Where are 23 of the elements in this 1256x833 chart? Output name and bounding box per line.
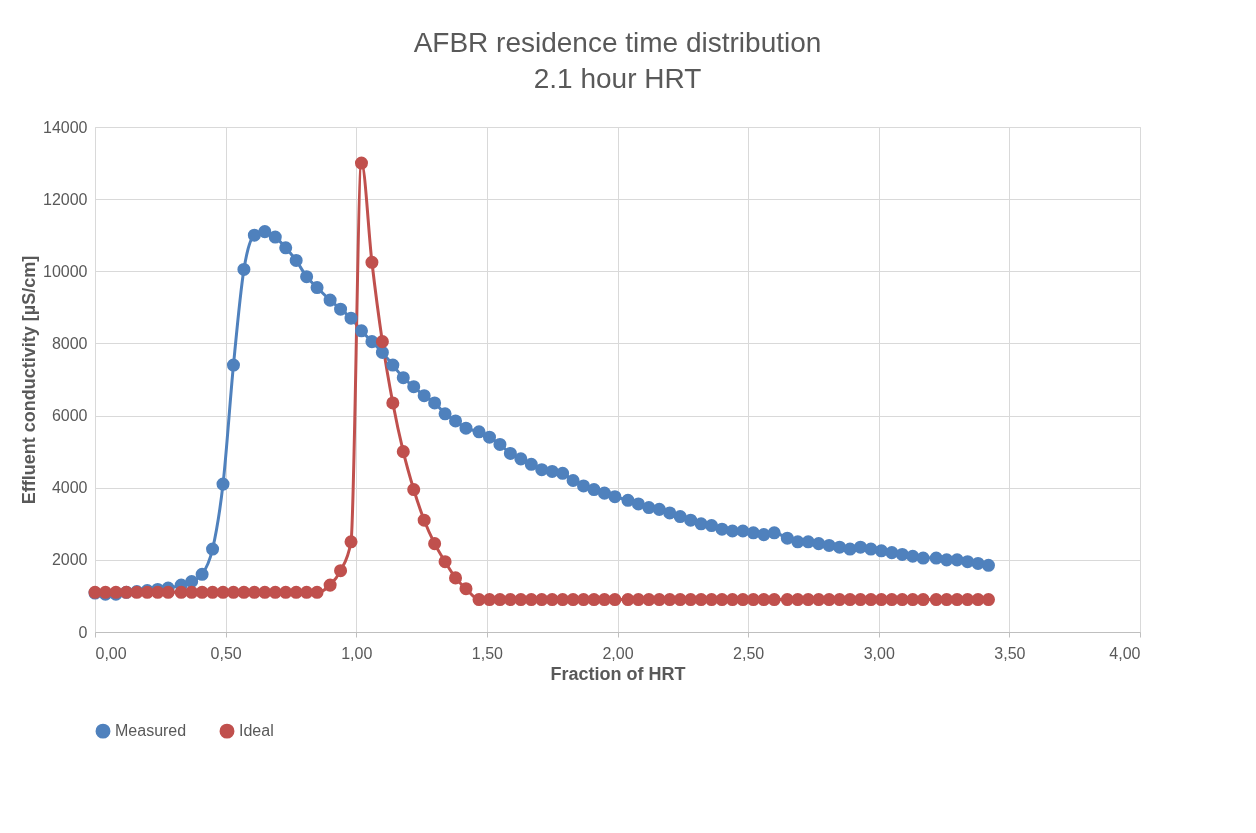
y-tick-label: 6000 [51,407,88,425]
y-tick-label: 4000 [51,479,88,497]
y-tick-label: 12000 [43,190,88,208]
x-tick-label: 2,00 [602,644,634,662]
x-tick-label: 3,50 [994,644,1026,662]
y-axis-title: Effluent conductivity [µS/cm] [19,255,40,505]
x-axis-title: Fraction of HRT [550,663,686,684]
x-tick-label: 2,50 [733,644,765,662]
chart-subtitle: 2.1 hour HRT [533,63,702,94]
x-tick-label: 4,00 [1109,644,1141,662]
x-tick-label: 0,00 [95,644,127,662]
x-tick-label: 1,50 [471,644,504,662]
y-tick-label: 10000 [43,262,88,280]
y-tick-label: 8000 [51,334,88,352]
y-tick-label: 0 [78,623,88,641]
legend-label: Measured [115,722,187,740]
y-tick-label: 2000 [51,551,88,569]
y-tick-label: 14000 [43,118,88,136]
chart-title: AFBR residence time distribution [413,27,822,58]
x-tick-label: 3,00 [863,644,895,662]
x-tick-label: 1,00 [341,644,373,662]
x-tick-label: 0,50 [210,644,242,662]
legend-label: Ideal [239,722,274,740]
